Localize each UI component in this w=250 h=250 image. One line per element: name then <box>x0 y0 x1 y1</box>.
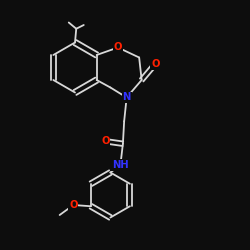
Text: O: O <box>101 136 110 146</box>
Text: O: O <box>151 59 160 69</box>
Text: O: O <box>69 200 78 210</box>
Text: NH: NH <box>112 160 129 170</box>
Text: O: O <box>114 42 122 52</box>
Text: N: N <box>122 92 131 102</box>
